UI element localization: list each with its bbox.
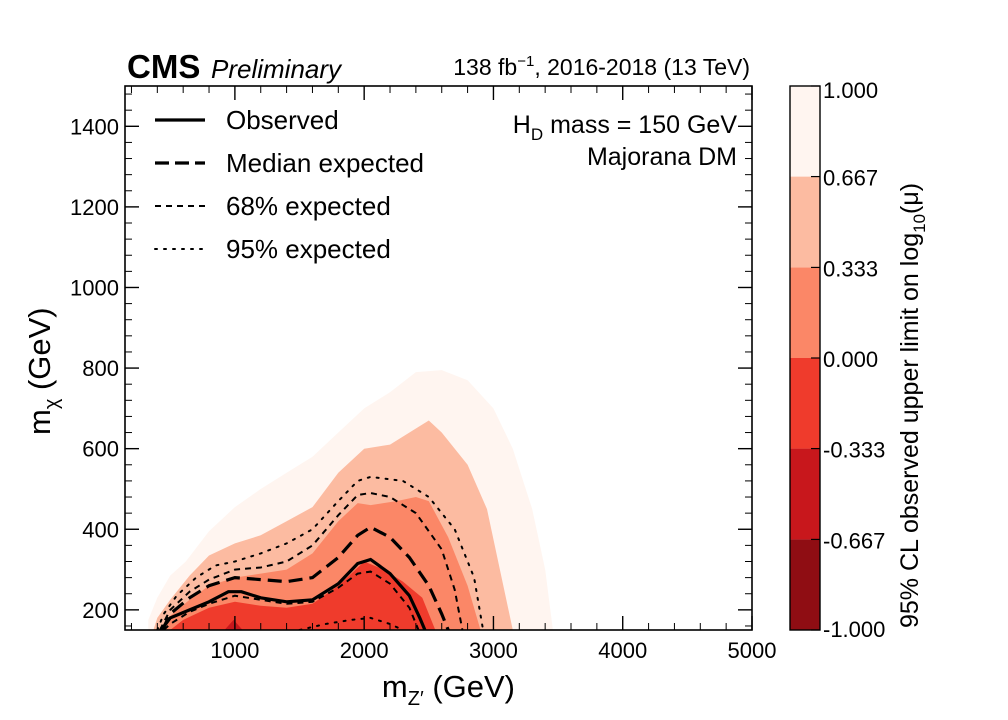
colorbar-tick-label: 0.000 bbox=[823, 347, 878, 372]
colorbar-band-2 bbox=[790, 358, 820, 449]
colorbar-band-5 bbox=[790, 86, 820, 177]
filled-regions bbox=[148, 370, 553, 630]
series-line-5 bbox=[298, 616, 404, 630]
contour-region-4 bbox=[224, 619, 243, 630]
colorbar-title: 95% CL observed upper limit on log10(μ) bbox=[896, 183, 929, 628]
legend: Observed Median expected 68% expected 95% e… bbox=[154, 105, 424, 264]
series-line-1 bbox=[161, 525, 450, 630]
series-line-3 bbox=[159, 491, 464, 630]
colorbar-tick-label: 0.667 bbox=[823, 166, 878, 191]
legend-label-0: Observed bbox=[226, 105, 339, 135]
experiment-label: CMS bbox=[127, 48, 200, 85]
y-axis-title: mχ (GeV) bbox=[22, 307, 63, 435]
y-tick-label: 1200 bbox=[70, 195, 119, 220]
colorbar-band-0 bbox=[790, 539, 820, 630]
status-label: Preliminary bbox=[211, 54, 343, 84]
dm-type-annotation: Majorana DM bbox=[587, 143, 737, 171]
x-tick-label: 1000 bbox=[210, 638, 259, 663]
legend-label-3: 95% expected bbox=[226, 234, 391, 264]
axis-ticks bbox=[125, 86, 753, 630]
contour-region-3 bbox=[170, 561, 436, 630]
y-tick-label: 200 bbox=[82, 598, 119, 623]
plot-frame bbox=[124, 85, 753, 631]
luminosity-label: 138 fb−1, 2016-2018 (13 TeV) bbox=[453, 53, 750, 80]
x-tick-label: 5000 bbox=[728, 638, 777, 663]
series-line-2 bbox=[163, 570, 420, 630]
colorbar-tick-label: 0.333 bbox=[823, 256, 878, 281]
y-tick-label: 1400 bbox=[70, 114, 119, 139]
x-tick-label: 2000 bbox=[340, 638, 389, 663]
y-tick-label: 800 bbox=[82, 356, 119, 381]
hd-mass-annotation: HD mass = 150 GeV bbox=[513, 111, 738, 144]
colorbar-band-1 bbox=[790, 448, 820, 540]
axis-tick-labels: 1000 2000 3000 4000 5000 200 400 600 800 1000 1200… bbox=[70, 114, 776, 663]
x-axis-title: mZ′ (GeV) bbox=[382, 669, 515, 710]
colorbar-tick-label: -1.000 bbox=[823, 617, 885, 642]
y-tick-label: 400 bbox=[82, 517, 119, 542]
y-tick-label: 1000 bbox=[70, 275, 119, 300]
colorbar-band-3 bbox=[790, 267, 820, 358]
legend-label-2: 68% expected bbox=[226, 191, 391, 221]
limit-lines bbox=[156, 475, 485, 630]
series-line-0 bbox=[159, 557, 427, 630]
colorbar-tick-label: -0.333 bbox=[823, 438, 885, 463]
x-tick-label: 3000 bbox=[469, 638, 518, 663]
y-tick-label: 600 bbox=[82, 437, 119, 462]
colorbar: -1.000 -0.667 -0.333 0.000 0.333 0.667 1.000 bbox=[789, 78, 885, 642]
x-tick-label: 4000 bbox=[598, 638, 647, 663]
colorbar-tick-label: 1.000 bbox=[823, 78, 878, 103]
colorbar-tick-label: -0.667 bbox=[823, 528, 885, 553]
colorbar-band-4 bbox=[790, 176, 820, 268]
legend-label-1: Median expected bbox=[226, 148, 424, 178]
